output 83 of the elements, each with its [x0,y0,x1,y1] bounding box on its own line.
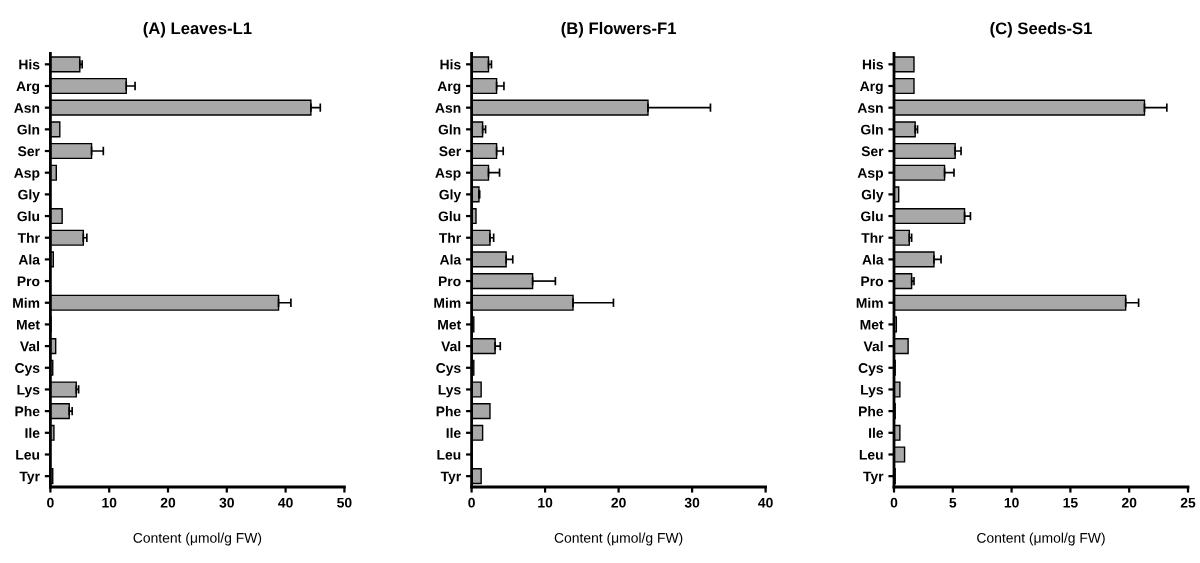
y-tick-label: Cys [15,363,40,376]
y-tick-label: Gln [861,124,883,135]
y-tick-label: Glu [17,211,40,222]
x-tick-label: 15 [1063,497,1078,508]
y-tick-label: Mim [13,297,40,308]
y-tick-label: Val [20,341,39,352]
x-axis-title: Content (μmol/g FW) [554,532,683,546]
y-tick-label: Tyr [863,471,884,485]
y-tick-label: Thr [861,232,884,243]
x-tick-label: 20 [1121,497,1137,508]
y-tick-label: Ile [869,427,884,438]
y-tick-label: Mim [856,297,883,308]
y-tick-label: Asp [435,168,461,181]
x-tick-label: 10 [1004,497,1019,508]
y-tick-label: Arg [437,81,461,94]
y-tick-label: Lys [861,384,884,398]
y-tick-label: Met [860,319,884,330]
y-tick-label: Arg [16,81,40,94]
y-tick-label: Pro [861,276,884,287]
y-tick-label: Ala [439,254,462,265]
y-tick-label: His [19,59,40,70]
y-tick-label: Thr [17,232,40,243]
y-tick-label: Leu [859,449,883,460]
y-tick-label: Asn [435,103,461,113]
y-tick-label: Gln [438,124,461,135]
y-tick-label: Tyr [440,471,461,485]
chart-title: (B) Flowers-F1 [561,21,677,38]
y-tick-label: Pro [17,276,40,287]
x-tick-label: 40 [758,497,773,508]
x-tick-label: 30 [219,497,234,508]
y-tick-label: Asp [857,168,884,181]
y-tick-label: Leu [16,449,40,460]
y-tick-label: Ile [25,427,40,438]
y-tick-label: Tyr [19,471,40,485]
x-tick-label: 10 [538,497,553,508]
x-tick-label: 20 [611,497,626,508]
y-tick-label: His [862,59,884,70]
y-tick-label: Val [441,341,461,352]
chart-title: (C) Seeds-S1 [990,21,1092,38]
y-tick-label: Cys [436,363,461,376]
y-tick-label: Arg [860,81,883,94]
y-tick-label: Ser [17,146,40,157]
y-tick-label: Ala [862,254,884,265]
y-tick-label: Cys [858,363,884,376]
x-tick-label: 10 [102,497,117,508]
y-tick-label: Gln [17,124,40,135]
y-tick-label: Pro [438,276,461,287]
y-tick-label: Asn [14,103,40,113]
x-tick-label: 50 [337,497,352,508]
y-tick-label: Phe [859,406,884,417]
y-tick-label: Ile [446,427,461,438]
x-tick-label: 5 [949,497,957,508]
chart-title: (A) Leaves-L1 [143,21,252,38]
y-tick-label: Mim [434,297,461,308]
y-tick-label: Val [863,341,883,352]
y-tick-label: Lys [438,384,461,398]
y-tick-label: Leu [437,449,461,460]
x-tick-label: 0 [468,497,475,508]
y-tick-label: Met [438,319,462,330]
y-tick-label: Gly [18,189,40,203]
x-tick-label: 30 [684,497,700,508]
y-tick-label: Gly [861,189,884,203]
y-tick-label: His [440,59,461,70]
y-tick-label: Phe [15,406,40,417]
y-tick-label: Ala [18,254,41,265]
y-tick-label: Ser [439,146,461,157]
y-tick-label: Ser [861,146,884,157]
x-tick-label: 0 [890,497,898,508]
y-tick-label: Lys [17,384,40,398]
y-tick-label: Asn [857,103,883,113]
x-tick-label: 40 [278,497,293,508]
x-axis-title: Content (μmol/g FW) [977,532,1105,546]
x-tick-label: 20 [160,497,176,508]
y-tick-label: Phe [436,406,461,417]
y-tick-label: Glu [438,211,461,222]
y-tick-label: Thr [438,232,461,243]
y-tick-label: Asp [14,168,40,181]
x-tick-label: 0 [47,497,54,508]
x-tick-label: 25 [1180,497,1196,508]
x-axis-title: Content (μmol/g FW) [133,532,262,546]
y-tick-label: Gly [439,189,462,203]
y-tick-label: Met [17,319,40,330]
y-tick-label: Glu [861,211,883,222]
